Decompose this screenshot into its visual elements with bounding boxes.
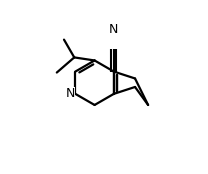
Text: N: N bbox=[109, 23, 119, 36]
Text: N: N bbox=[66, 87, 75, 100]
